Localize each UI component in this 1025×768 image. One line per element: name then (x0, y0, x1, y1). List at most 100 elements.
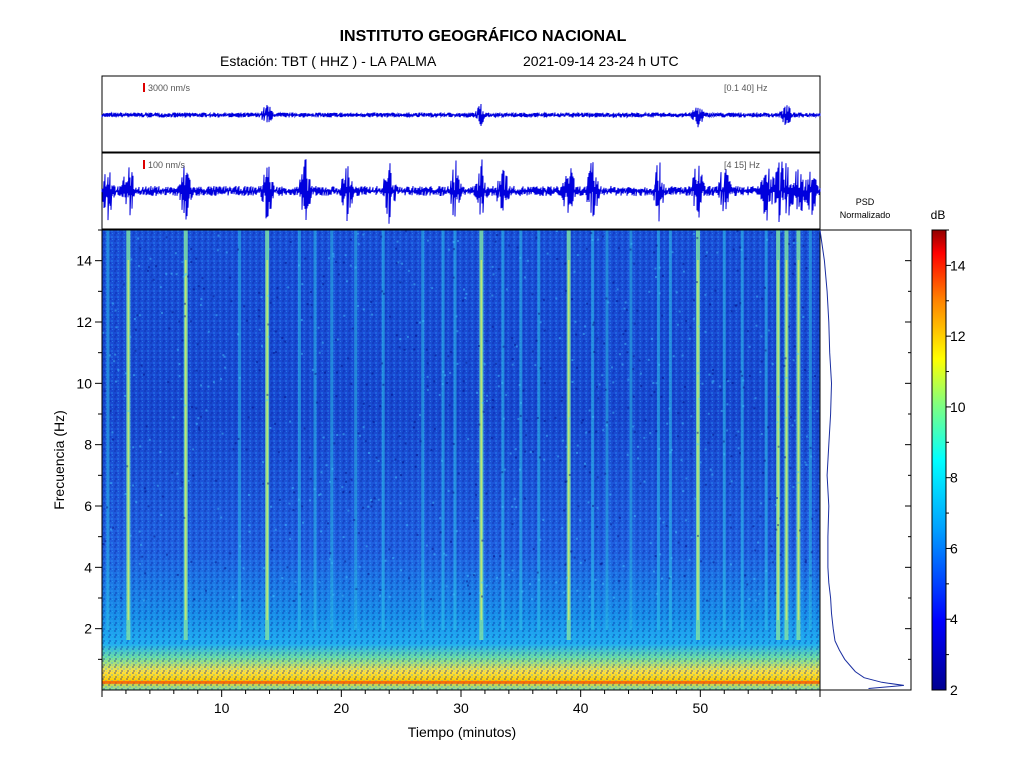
noise-speckle (232, 596, 234, 599)
noise-speckle (497, 385, 500, 388)
noise-speckle (561, 527, 564, 530)
date-label: 2021-09-14 23-24 h UTC (523, 53, 679, 69)
noise-speckle (102, 331, 105, 334)
noise-speckle (466, 580, 468, 583)
spectrogram-stripes (102, 230, 821, 640)
noise-speckle (688, 558, 691, 561)
noise-speckle (659, 517, 662, 520)
noise-speckle (406, 524, 409, 527)
colorbar-ticks: 2 4 6 8 10 12 14 (946, 229, 966, 698)
noise-speckle (515, 345, 518, 348)
weak-stripe (313, 230, 317, 630)
noise-speckle (677, 412, 680, 415)
noise-speckle (370, 301, 373, 303)
noise-speckle (601, 374, 604, 377)
noise-speckle (525, 419, 528, 422)
noise-speckle (140, 364, 143, 367)
noise-speckle (748, 598, 751, 600)
noise-speckle (379, 594, 381, 597)
noise-speckle (511, 358, 514, 361)
noise-speckle (184, 273, 187, 275)
seismogram-broadband-trace (101, 103, 821, 128)
noise-speckle (653, 251, 656, 254)
noise-speckle (505, 288, 508, 291)
noise-speckle (327, 257, 330, 260)
noise-speckle (681, 354, 684, 357)
noise-speckle (276, 296, 279, 299)
noise-speckle (322, 436, 325, 439)
y-tick-label: 8 (84, 437, 92, 453)
noise-speckle (524, 276, 527, 279)
noise-speckle (457, 240, 459, 242)
noise-speckle (214, 479, 217, 482)
noise-speckle (502, 417, 505, 420)
noise-speckle (472, 574, 475, 576)
noise-speckle (562, 439, 565, 442)
noise-speckle (670, 557, 673, 560)
noise-speckle (318, 581, 321, 584)
colorbar-tick-label: 10 (950, 399, 966, 415)
noise-speckle (616, 300, 618, 303)
noise-speckle (122, 283, 125, 286)
noise-speckle (336, 338, 339, 341)
noise-speckle (425, 544, 428, 547)
x-tick-label: 10 (214, 700, 230, 716)
noise-speckle (616, 288, 619, 291)
noise-speckle (197, 285, 200, 288)
noise-speckle (357, 532, 360, 535)
weak-stripe (106, 230, 110, 630)
scale-bar-broadband (143, 83, 145, 92)
noise-speckle (617, 247, 620, 250)
noise-speckle (662, 521, 665, 524)
noise-speckle (626, 453, 629, 456)
noise-speckle (524, 497, 526, 500)
y-tick-label: 4 (84, 559, 92, 575)
noise-speckle (266, 393, 269, 396)
noise-speckle (511, 363, 514, 366)
noise-speckle (462, 389, 465, 392)
noise-speckle (238, 376, 241, 379)
noise-speckle (367, 505, 370, 508)
noise-speckle (246, 319, 248, 322)
noise-speckle (669, 576, 672, 578)
noise-speckle (728, 482, 731, 485)
noise-speckle (677, 541, 680, 544)
noise-speckle (726, 429, 729, 432)
noise-speckle (632, 368, 635, 370)
noise-speckle (768, 498, 771, 501)
noise-speckle (744, 574, 747, 577)
noise-speckle (276, 287, 279, 290)
noise-speckle (347, 357, 350, 360)
noise-speckle (413, 283, 416, 286)
noise-speckle (248, 524, 251, 527)
noise-speckle (757, 541, 760, 544)
noise-speckle (426, 375, 429, 378)
noise-speckle (538, 312, 540, 315)
noise-speckle (720, 410, 723, 412)
noise-speckle (445, 554, 448, 557)
noise-speckle (327, 522, 329, 525)
noise-speckle (805, 435, 808, 438)
noise-speckle (623, 307, 626, 310)
noise-speckle (281, 337, 284, 339)
noise-speckle (430, 598, 433, 601)
noise-speckle (519, 414, 522, 417)
noise-speckle (195, 369, 198, 372)
noise-speckle (587, 501, 590, 504)
noise-speckle (594, 579, 597, 581)
noise-speckle (147, 505, 150, 508)
noise-speckle (350, 478, 353, 481)
noise-speckle (622, 565, 625, 568)
noise-speckle (539, 367, 542, 370)
noise-speckle (342, 491, 345, 494)
noise-speckle (390, 393, 393, 396)
seismogram-broadband-panel: 3000 nm/s [0.1 40] Hz (101, 75, 821, 153)
noise-speckle (329, 480, 331, 483)
colorbar-tick-label: 8 (950, 470, 958, 486)
noise-speckle (292, 509, 295, 511)
noise-speckle (760, 433, 763, 435)
noise-speckle (682, 262, 685, 265)
noise-speckle (638, 359, 641, 362)
noise-speckle (682, 270, 685, 273)
noise-speckle (632, 425, 635, 428)
